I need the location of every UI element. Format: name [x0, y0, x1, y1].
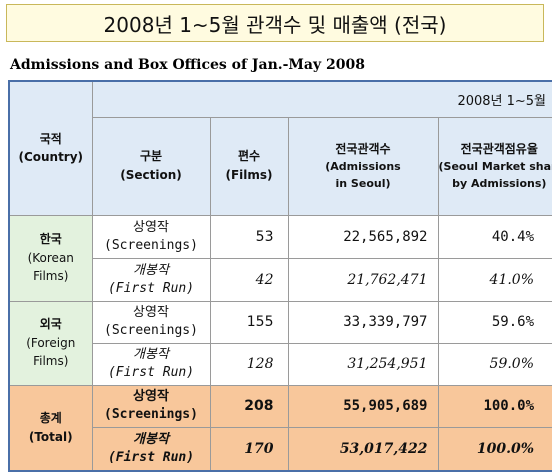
section-cell: 상영작 (Screenings) — [92, 215, 210, 258]
section-en: (Screenings) — [93, 237, 210, 255]
section-ko: 상영작 — [93, 388, 210, 406]
header-section-en: (Section) — [93, 166, 210, 185]
admissions-cell: 21,762,471 — [288, 258, 438, 301]
header-films-ko: 편수 — [211, 147, 288, 166]
header-films: 편수 (Films) — [210, 117, 288, 215]
section-cell: 상영작 (Screenings) — [92, 385, 210, 427]
country-korean-ko: 한국 — [10, 230, 92, 249]
country-foreign-ko: 외국 — [10, 315, 92, 334]
country-foreign: 외국 (Foreign Films) — [9, 301, 92, 385]
films-cell: 155 — [210, 301, 288, 343]
country-total-ko: 총계 — [10, 409, 92, 428]
share-cell: 100.0% — [438, 427, 552, 471]
admissions-cell: 33,339,797 — [288, 301, 438, 343]
header-country-ko: 국적 — [10, 130, 92, 149]
country-total-en1: (Total) — [10, 428, 92, 447]
header-date-range: 2008년 1~5월 — [92, 81, 552, 117]
section-en: (Screenings) — [93, 406, 210, 424]
share-cell: 41.0% — [438, 258, 552, 301]
section-cell: 개봉작 (First Run) — [92, 343, 210, 385]
admissions-table: 국적 (Country) 2008년 1~5월 구분 (Section) 편수 … — [8, 80, 552, 472]
table-subtitle: Admissions and Box Offices of Jan.-May 2… — [10, 57, 365, 73]
section-ko: 상영작 — [93, 219, 210, 237]
header-admissions-en1: (Admissions — [289, 158, 438, 175]
header-films-en: (Films) — [211, 166, 288, 185]
country-foreign-en1: (Foreign — [10, 334, 92, 353]
country-foreign-en2: Films) — [10, 352, 92, 371]
header-section-ko: 구분 — [93, 147, 210, 166]
share-cell: 100.0% — [438, 385, 552, 427]
section-ko: 개봉작 — [93, 262, 210, 280]
share-cell: 59.6% — [438, 301, 552, 343]
section-en: (Screenings) — [93, 322, 210, 340]
section-en: (First Run) — [93, 280, 210, 298]
films-cell: 128 — [210, 343, 288, 385]
section-cell: 상영작 (Screenings) — [92, 301, 210, 343]
share-cell: 59.0% — [438, 343, 552, 385]
header-share-ko: 전국관객점유율 — [439, 140, 552, 159]
table-row: 총계 (Total) 상영작 (Screenings) 208 55,905,6… — [9, 385, 552, 427]
country-total: 총계 (Total) — [9, 385, 92, 471]
header-country: 국적 (Country) — [9, 81, 92, 215]
section-ko: 개봉작 — [93, 431, 210, 449]
header-admissions-ko: 전국관객수 — [289, 140, 438, 159]
page-title-text: 2008년 1~5월 관객수 및 매출액 (전국) — [104, 9, 447, 38]
admissions-cell: 22,565,892 — [288, 215, 438, 258]
table-row: 한국 (Korean Films) 상영작 (Screenings) 53 22… — [9, 215, 552, 258]
header-country-en: (Country) — [10, 148, 92, 167]
header-admissions-en2: in Seoul) — [289, 175, 438, 192]
header-section: 구분 (Section) — [92, 117, 210, 215]
table-row: 외국 (Foreign Films) 상영작 (Screenings) 155 … — [9, 301, 552, 343]
country-korean-en2: Films) — [10, 267, 92, 286]
section-en: (First Run) — [93, 364, 210, 382]
admissions-cell: 55,905,689 — [288, 385, 438, 427]
header-share-en2: by Admissions) — [439, 175, 552, 192]
admissions-cell: 53,017,422 — [288, 427, 438, 471]
section-cell: 개봉작 (First Run) — [92, 258, 210, 301]
header-admissions: 전국관객수 (Admissions in Seoul) — [288, 117, 438, 215]
section-en: (First Run) — [93, 449, 210, 467]
country-korean: 한국 (Korean Films) — [9, 215, 92, 301]
section-ko: 개봉작 — [93, 346, 210, 364]
films-cell: 42 — [210, 258, 288, 301]
films-cell: 53 — [210, 215, 288, 258]
header-share-en1: (Seoul Market share — [439, 158, 552, 175]
share-cell: 40.4% — [438, 215, 552, 258]
admissions-cell: 31,254,951 — [288, 343, 438, 385]
films-cell: 170 — [210, 427, 288, 471]
section-ko: 상영작 — [93, 304, 210, 322]
country-korean-en1: (Korean — [10, 249, 92, 268]
section-cell: 개봉작 (First Run) — [92, 427, 210, 471]
page-title: 2008년 1~5월 관객수 및 매출액 (전국) — [6, 4, 544, 42]
header-share: 전국관객점유율 (Seoul Market share by Admission… — [438, 117, 552, 215]
films-cell: 208 — [210, 385, 288, 427]
